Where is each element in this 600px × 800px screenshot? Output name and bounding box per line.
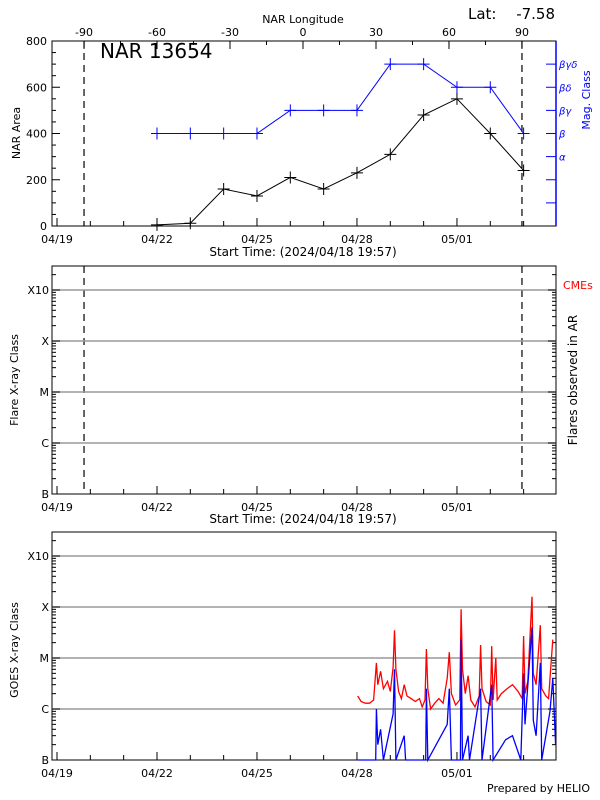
x-tick-label-flares: 04/22 bbox=[141, 501, 173, 514]
y-tick-label-area: 800 bbox=[26, 35, 47, 48]
y-axis-title-goes: GOES X-ray Class bbox=[8, 602, 21, 698]
x-tick-label-goes: 04/22 bbox=[141, 767, 173, 780]
area-point bbox=[384, 148, 397, 161]
area-point bbox=[350, 166, 363, 179]
area-point bbox=[450, 92, 463, 105]
longitude-tick-label: 90 bbox=[515, 26, 529, 39]
mag-class-point bbox=[484, 81, 497, 94]
mag-class-point bbox=[217, 127, 230, 140]
goes-short-channel-line bbox=[358, 627, 557, 763]
area-point bbox=[150, 218, 163, 231]
y-tick-label-area: 400 bbox=[26, 128, 47, 141]
x-tick-label-area: 04/28 bbox=[341, 233, 373, 246]
mag-class-point bbox=[417, 58, 430, 71]
mag-class-label: β bbox=[558, 130, 566, 141]
goes-long-channel-line bbox=[357, 596, 554, 711]
mag-class-point bbox=[450, 81, 463, 94]
mag-class-point bbox=[284, 104, 297, 117]
top-axis-title: NAR Longitude bbox=[262, 13, 344, 26]
y-tick-label-goes: C bbox=[41, 703, 49, 716]
y-tick-label-goes: M bbox=[40, 652, 50, 665]
mag-class-point bbox=[250, 127, 263, 140]
plot-frame-flares bbox=[51, 265, 557, 495]
x-tick-label-flares: 05/01 bbox=[441, 501, 473, 514]
y-axis-title-area: NAR Area bbox=[10, 107, 23, 159]
mag-class-label: βδ bbox=[558, 83, 572, 94]
mag-class-point bbox=[384, 58, 397, 71]
y-tick-label-goes: X bbox=[41, 601, 49, 614]
x-axis-title-panel1: Start Time: (2024/04/18 19:57) bbox=[209, 245, 396, 259]
area-point bbox=[217, 183, 230, 195]
mag-class-point bbox=[350, 104, 363, 117]
lat-value: -7.58 bbox=[516, 5, 555, 23]
longitude-tick-label: -30 bbox=[221, 26, 239, 39]
x-tick-label-area: 04/19 bbox=[41, 233, 73, 246]
y-tick-label-flares: X bbox=[41, 335, 49, 348]
mag-class-label: βγ bbox=[558, 106, 572, 117]
x-tick-label-area: 04/22 bbox=[141, 233, 173, 246]
y-tick-label-goes: B bbox=[41, 754, 49, 767]
mag-class-point bbox=[317, 104, 330, 117]
y-tick-label-flares: C bbox=[41, 437, 49, 450]
area-point bbox=[484, 127, 497, 140]
area-point bbox=[184, 217, 197, 230]
area-point bbox=[250, 189, 263, 202]
x-tick-label-goes: 04/25 bbox=[241, 767, 273, 780]
area-point bbox=[417, 109, 430, 121]
longitude-tick-label: 30 bbox=[369, 26, 383, 39]
area-point bbox=[517, 164, 530, 177]
y-axis-title-flare: Flare X-ray Class bbox=[8, 334, 21, 426]
y-tick-label-flares: M bbox=[40, 386, 50, 399]
legend-cmes: CMEs bbox=[563, 279, 593, 292]
mag-class-label: α bbox=[559, 153, 566, 164]
mag-class-point bbox=[517, 127, 530, 140]
longitude-tick-label: -60 bbox=[148, 26, 166, 39]
x-tick-label-flares: 04/28 bbox=[341, 501, 373, 514]
area-point bbox=[284, 171, 297, 184]
plot-frame-area bbox=[51, 40, 557, 227]
mag-class-point bbox=[184, 127, 197, 140]
x-tick-label-goes: 04/28 bbox=[341, 767, 373, 780]
mag-class-point bbox=[150, 127, 163, 140]
mag-class-line bbox=[156, 63, 525, 134]
y-tick-label-flares: X10 bbox=[27, 284, 49, 297]
plot-frame-goes bbox=[51, 531, 557, 761]
x-axis-title-panel2: Start Time: (2024/04/18 19:57) bbox=[209, 512, 396, 526]
longitude-tick-label: 60 bbox=[442, 26, 456, 39]
y-tick-label-area: 600 bbox=[26, 81, 47, 94]
x-tick-label-flares: 04/19 bbox=[41, 501, 73, 514]
longitude-tick-label: 0 bbox=[300, 26, 307, 39]
y-tick-label-goes: X10 bbox=[27, 550, 49, 563]
lat-label: Lat: bbox=[468, 5, 496, 23]
y-tick-label-area: 200 bbox=[26, 174, 47, 187]
y-tick-label-area: 0 bbox=[40, 220, 47, 233]
y2-axis-title-flares-observed: Flares observed in AR bbox=[566, 315, 580, 445]
x-tick-label-area: 04/25 bbox=[241, 233, 273, 246]
mag-class-label: βγδ bbox=[558, 60, 577, 71]
longitude-tick-label: -90 bbox=[75, 26, 93, 39]
area-line bbox=[156, 98, 524, 226]
y-tick-label-flares: B bbox=[41, 488, 49, 501]
x-tick-label-goes: 04/19 bbox=[41, 767, 73, 780]
footer-credit: Prepared by HELIO bbox=[487, 782, 590, 795]
y2-axis-title-mag-class: Mag. Class bbox=[580, 70, 593, 129]
chart-title: NAR 13654 bbox=[100, 39, 213, 63]
x-tick-label-area: 05/01 bbox=[441, 233, 473, 246]
x-tick-label-flares: 04/25 bbox=[241, 501, 273, 514]
area-point bbox=[317, 183, 330, 195]
x-tick-label-goes: 05/01 bbox=[441, 767, 473, 780]
